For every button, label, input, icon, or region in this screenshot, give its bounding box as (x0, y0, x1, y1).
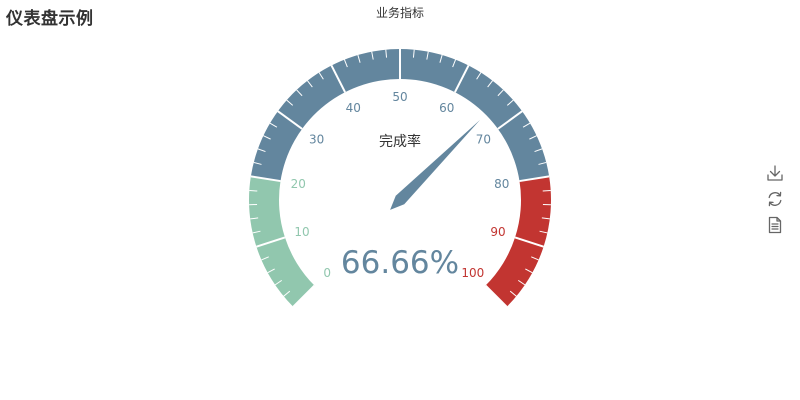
tick-label: 30 (309, 132, 324, 146)
split-line (256, 236, 286, 248)
split-line (484, 284, 508, 308)
split-line (497, 110, 523, 130)
minor-tick (307, 80, 313, 88)
gauge-pointer (390, 119, 481, 210)
minor-tick (261, 256, 269, 261)
tick-label: 0 (323, 266, 331, 280)
split-line (292, 284, 316, 308)
minor-tick (439, 54, 443, 63)
split-line (454, 65, 470, 93)
minor-tick (539, 230, 548, 234)
gauge-value-text: 66.66% (341, 245, 459, 281)
refresh-icon (768, 191, 782, 207)
minor-tick (269, 122, 278, 128)
minor-tick (476, 72, 482, 80)
gauge-layer: 0 10 20 30 40 50 60 70 80 90 100 完成率 66.66% (249, 48, 551, 308)
tick-label: 100 (461, 266, 484, 280)
minor-tick (343, 59, 348, 68)
minor-tick (534, 148, 543, 153)
minor-tick (497, 89, 504, 97)
split-line (330, 65, 346, 93)
tick-label: 90 (490, 225, 505, 239)
minor-tick (541, 217, 550, 220)
minor-tick (286, 99, 294, 106)
minor-tick (542, 190, 551, 192)
split-line (519, 175, 550, 183)
tick-label: 40 (346, 101, 361, 115)
minor-tick (531, 256, 539, 261)
minor-tick (283, 290, 291, 297)
tick-label: 70 (476, 132, 491, 146)
axis-band-0 (249, 176, 315, 307)
minor-tick (296, 89, 303, 97)
gauge-detail-label: 完成率 (379, 133, 421, 150)
minor-tick (385, 49, 388, 58)
minor-tick (506, 99, 514, 106)
minor-tick (253, 161, 262, 165)
axis-band-1 (250, 48, 550, 182)
minor-tick (538, 161, 547, 165)
minor-tick (318, 72, 324, 80)
toolbox (765, 163, 785, 235)
minor-tick (487, 80, 493, 88)
chart-title: 业务指标 (376, 5, 424, 20)
download-icon (767, 165, 783, 181)
minor-tick (252, 230, 261, 234)
minor-tick (250, 217, 259, 220)
minor-tick (249, 190, 258, 192)
tick-label: 60 (439, 101, 454, 115)
page-title: 仪表盘示例 (6, 9, 94, 29)
minor-tick (426, 51, 429, 60)
minor-tick (525, 268, 533, 274)
tick-label: 20 (291, 177, 306, 191)
minor-tick (263, 135, 271, 140)
minor-tick (522, 122, 531, 128)
split-line (250, 175, 281, 183)
minor-tick (257, 148, 266, 153)
minor-tick (517, 279, 526, 286)
save-as-image-button[interactable] (765, 163, 785, 183)
tick-label: 50 (392, 90, 407, 104)
minor-tick (452, 59, 457, 68)
tick-label: 10 (294, 225, 309, 239)
minor-tick (371, 51, 374, 60)
minor-tick (357, 54, 361, 63)
minor-tick (529, 135, 537, 140)
minor-tick (509, 290, 517, 297)
tick-label: 80 (494, 177, 509, 191)
split-line (277, 110, 303, 130)
minor-tick (267, 268, 275, 274)
minor-tick (274, 279, 283, 286)
split-line (514, 236, 544, 248)
document-icon (768, 216, 782, 234)
data-view-button[interactable] (765, 215, 785, 235)
minor-tick (412, 49, 415, 58)
axis-band-2 (485, 176, 551, 307)
restore-button[interactable] (765, 189, 785, 209)
